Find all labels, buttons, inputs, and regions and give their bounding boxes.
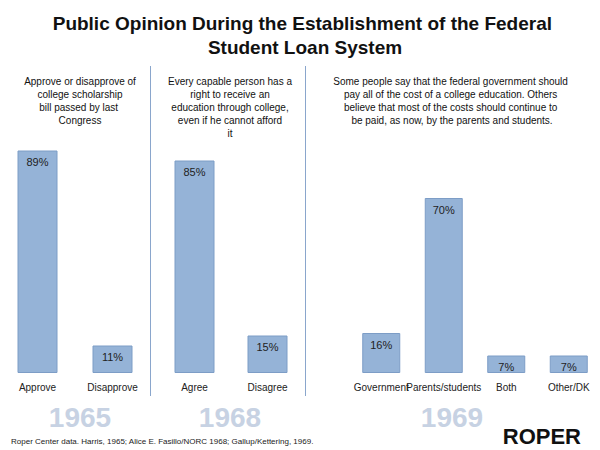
svg-text:Approve: Approve	[19, 382, 57, 393]
svg-text:right to receive an: right to receive an	[187, 89, 272, 100]
svg-text:believe that most of the costs: believe that most of the costs should co…	[344, 102, 560, 113]
svg-text:Roper Center data. Harris, 196: Roper Center data. Harris, 1965; Alice E…	[11, 437, 313, 446]
svg-text:Every capable person has a: Every capable person has a	[168, 76, 292, 87]
svg-text:college scholarship: college scholarship	[35, 89, 126, 100]
svg-text:7%: 7%	[561, 361, 577, 373]
svg-text:Disapprove: Disapprove	[87, 382, 138, 393]
svg-text:be paid, as now, by the parent: be paid, as now, by the parents and stud…	[351, 115, 552, 126]
svg-text:1965: 1965	[49, 402, 111, 433]
svg-text:1969: 1969	[421, 402, 483, 433]
svg-text:even if he cannot afford: even if he cannot afford	[175, 115, 285, 126]
svg-text:15%: 15%	[256, 341, 278, 353]
svg-text:16%: 16%	[370, 339, 392, 351]
svg-text:85%: 85%	[183, 166, 205, 178]
svg-text:Government: Government	[354, 382, 409, 393]
svg-text:Approve or disapprove of: Approve or disapprove of	[24, 76, 136, 87]
svg-text:11%: 11%	[102, 351, 123, 363]
svg-text:1968: 1968	[199, 402, 261, 433]
svg-text:7%: 7%	[498, 361, 514, 373]
svg-text:Parents/students: Parents/students	[406, 382, 481, 393]
svg-text:Other/DK: Other/DK	[548, 382, 590, 393]
svg-text:Disagree: Disagree	[247, 382, 287, 393]
svg-text:89%: 89%	[26, 156, 48, 168]
svg-text:Student Loan System: Student Loan System	[208, 37, 402, 58]
svg-text:70%: 70%	[433, 204, 455, 216]
svg-text:ROPER: ROPER	[503, 424, 581, 449]
svg-text:pay all of the cost of a colle: pay all of the cost of a college educati…	[344, 89, 560, 100]
svg-text:it: it	[228, 128, 233, 139]
svg-text:Some people say that the feder: Some people say that the federal governm…	[333, 76, 570, 87]
svg-text:Agree: Agree	[181, 382, 208, 393]
svg-text:Both: Both	[496, 382, 517, 393]
svg-text:bill passed by last: bill passed by last	[39, 102, 121, 113]
svg-text:Congress: Congress	[59, 115, 102, 126]
svg-text:education through college,: education through college,	[171, 102, 288, 113]
svg-text:Public Opinion During the Esta: Public Opinion During the Establishment …	[53, 13, 558, 34]
